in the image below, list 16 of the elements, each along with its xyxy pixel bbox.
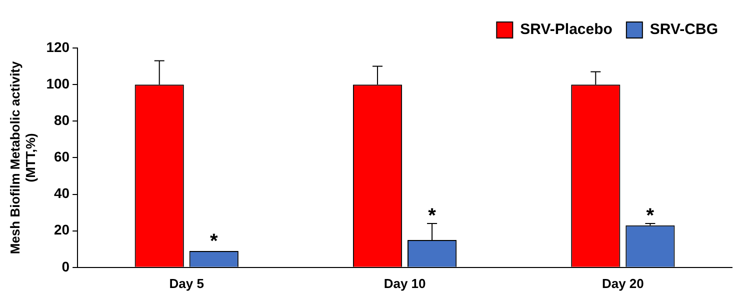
y-tick-label: 0 [62, 258, 70, 274]
legend-label: SRV-CBG [650, 21, 718, 38]
y-axis-title: Mesh Biofilm Metabolic activity (MTT,%) [7, 60, 38, 254]
y-tick-label: 60 [54, 148, 70, 165]
x-tick-label: Day 10 [384, 276, 426, 291]
y-tick-label: 120 [46, 38, 70, 55]
y-tick-label: 40 [54, 185, 70, 202]
y-tick-label: 80 [54, 112, 70, 128]
legend-label: SRV-Placebo [520, 21, 612, 38]
annotation: * [210, 230, 218, 253]
y-tick-label: 20 [54, 222, 70, 238]
annotation: * [646, 205, 654, 228]
y-tick-label: 100 [46, 75, 70, 92]
x-tick-label: Day 20 [602, 276, 644, 291]
annotation: * [428, 205, 436, 228]
x-tick-label: Day 5 [169, 276, 204, 291]
